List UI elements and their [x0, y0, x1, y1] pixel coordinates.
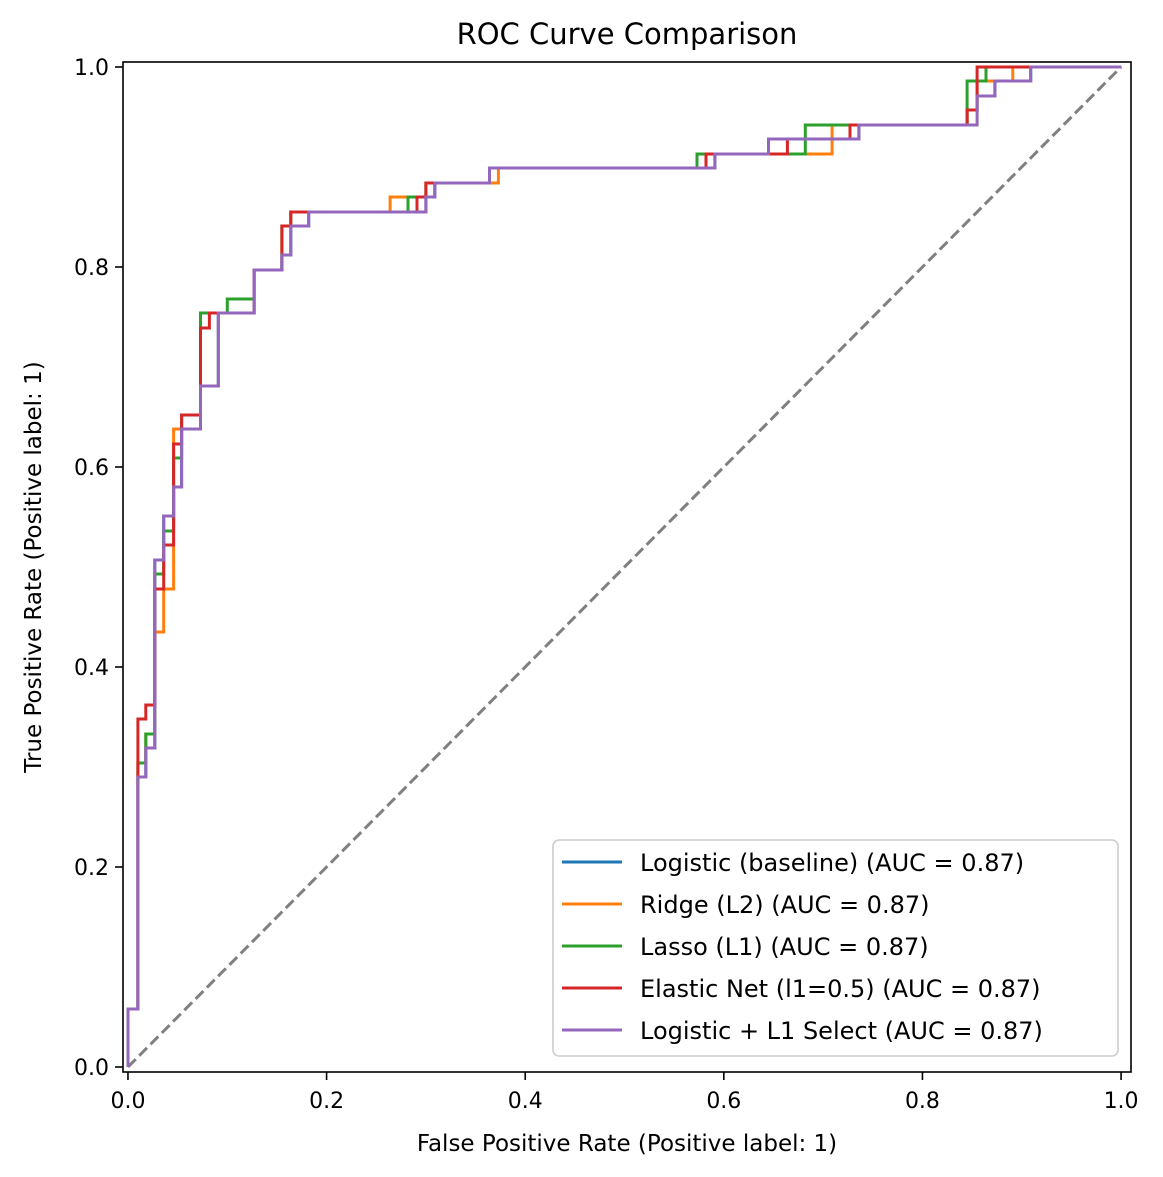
x-axis-ticks: 0.0 0.2 0.4 0.6 0.8 1.0 — [110, 1072, 1139, 1114]
series-layer — [126, 65, 1122, 1067]
x-tick-label: 0.8 — [905, 1089, 940, 1114]
y-axis-label: True Positive Rate (Positive label: 1) — [21, 361, 47, 773]
y-tick-label: 0.4 — [74, 656, 109, 681]
plot-frame — [122, 61, 1132, 1073]
legend: Logistic (baseline) (AUC = 0.87) Ridge (L… — [552, 839, 1119, 1057]
roc-series-line-5 — [126, 65, 1122, 1067]
x-tick-label: 0.0 — [110, 1089, 145, 1114]
chance-diagonal-line — [126, 65, 1123, 1069]
y-tick-label: 0.2 — [74, 856, 109, 881]
x-tick-label: 0.6 — [706, 1089, 741, 1114]
chart-title: ROC Curve Comparison — [457, 17, 798, 51]
x-tick-label: 0.4 — [508, 1089, 543, 1114]
legend-label-5: Logistic + L1 Select (AUC = 0.87) — [640, 1017, 1043, 1045]
y-tick-label: 0.0 — [74, 1056, 109, 1081]
legend-label-1: Logistic (baseline) (AUC = 0.87) — [640, 849, 1024, 877]
legend-box — [552, 839, 1119, 1057]
x-tick-label: 1.0 — [1104, 1089, 1139, 1114]
x-tick-label: 0.2 — [309, 1089, 344, 1114]
legend-label-3: Lasso (L1) (AUC = 0.87) — [640, 933, 929, 961]
reference-line-layer — [126, 65, 1123, 1069]
y-tick-label: 0.8 — [74, 256, 109, 281]
x-axis-label: False Positive Rate (Positive label: 1) — [417, 1131, 837, 1157]
y-tick-label: 1.0 — [74, 56, 109, 81]
legend-label-2: Ridge (L2) (AUC = 0.87) — [640, 891, 929, 919]
legend-label-4: Elastic Net (l1=0.5) (AUC = 0.87) — [640, 975, 1041, 1003]
y-axis-ticks: 0.0 0.2 0.4 0.6 0.8 1.0 — [74, 56, 123, 1081]
y-tick-label: 0.6 — [74, 456, 109, 481]
